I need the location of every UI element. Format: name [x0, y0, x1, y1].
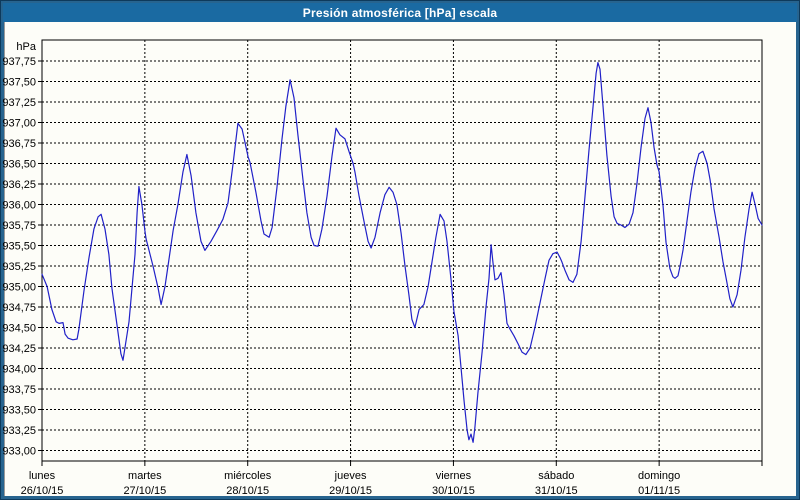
y-tick-label: 937,50	[2, 77, 36, 89]
x-date-label: 01/11/15	[638, 485, 680, 497]
x-gridlines-and-labels: lunes 26/10/15 martes 27/10/15 miércoles 28/1…	[21, 40, 763, 497]
chart-panel	[4, 22, 796, 496]
x-day-label: domingo	[638, 470, 680, 482]
y-tick-label: 934,00	[2, 364, 36, 376]
y-tick-label: 933,75	[2, 384, 36, 396]
y-tick-label: 933,00	[2, 446, 36, 458]
y-tick-label: 936,25	[2, 179, 36, 191]
x-date-label: 30/10/15	[432, 485, 475, 497]
x-date-label: 28/10/15	[226, 485, 269, 497]
y-tick-label: 935,50	[2, 241, 36, 253]
y-tick-label: 935,00	[2, 282, 36, 294]
y-tick-label: 937,75	[2, 56, 36, 68]
x-day-label: martes	[128, 470, 162, 482]
y-tick-label: 937,25	[2, 97, 36, 109]
x-date-label: 29/10/15	[329, 485, 372, 497]
y-tick-label: 936,50	[2, 159, 36, 171]
title-bar[interactable]: Presión atmosférica [hPa] escala	[3, 3, 797, 22]
x-date-label: 27/10/15	[123, 485, 166, 497]
x-day-label: viernes	[436, 470, 472, 482]
x-day-label: lunes	[29, 470, 56, 482]
y-tick-label: 936,00	[2, 200, 36, 212]
y-tick-label: 934,25	[2, 343, 36, 355]
x-day-label: sábado	[538, 470, 574, 482]
y-tick-label: 937,00	[2, 118, 36, 130]
y-tick-label: 934,75	[2, 302, 36, 314]
x-date-label: 31/10/15	[535, 485, 578, 497]
y-tick-label: 934,50	[2, 323, 36, 335]
y-tick-label: 933,25	[2, 425, 36, 437]
pressure-line	[41, 61, 763, 443]
x-date-label: 26/10/15	[21, 485, 64, 497]
y-gridlines-and-labels: 937,75 937,50 937,25 937,00 936,75 936,50 936,…	[2, 56, 762, 458]
y-tick-label: 936,75	[2, 138, 36, 150]
y-tick-label: 935,25	[2, 261, 36, 273]
x-day-label: jueves	[334, 470, 367, 482]
y-tick-label: 933,50	[2, 405, 36, 417]
y-axis-unit-label: hPa	[16, 41, 36, 53]
x-day-label: miércoles	[224, 470, 272, 482]
y-tick-label: 935,75	[2, 220, 36, 232]
window-title: Presión atmosférica [hPa] escala	[302, 5, 498, 20]
plot-border	[41, 39, 763, 462]
